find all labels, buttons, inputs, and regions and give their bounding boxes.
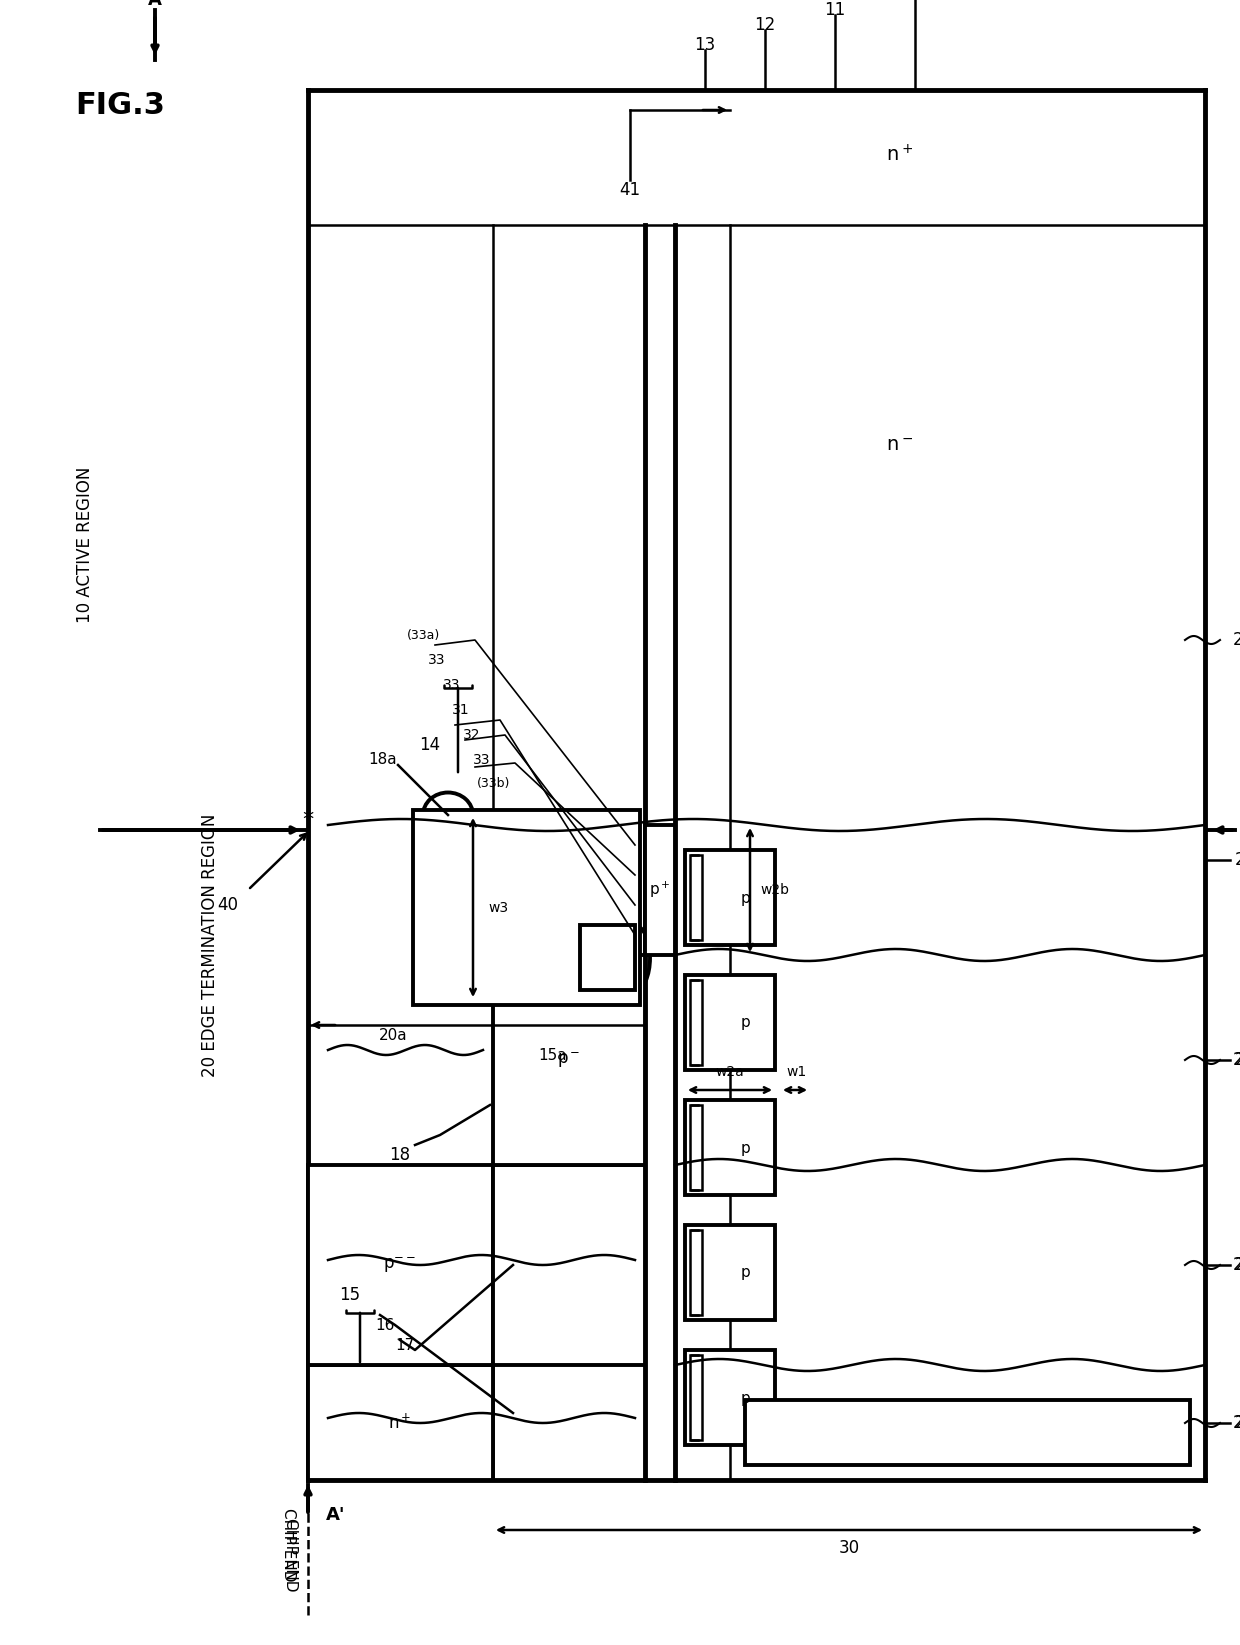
Text: A: A <box>148 0 162 8</box>
Text: 30: 30 <box>838 1540 859 1558</box>
Text: 33: 33 <box>443 678 460 693</box>
Text: p$^{--}$: p$^{--}$ <box>383 1255 417 1275</box>
Text: 11: 11 <box>825 2 846 20</box>
Bar <box>580 924 635 990</box>
Text: 33: 33 <box>472 753 490 767</box>
Text: 20a: 20a <box>378 1028 407 1043</box>
Bar <box>308 1365 494 1480</box>
Bar <box>684 1101 775 1194</box>
Text: w2a: w2a <box>715 1064 744 1079</box>
Text: 21: 21 <box>1235 850 1240 869</box>
Text: 12: 12 <box>754 16 776 35</box>
Text: p$^+$: p$^+$ <box>650 880 671 900</box>
Text: (33b): (33b) <box>476 776 510 790</box>
Text: (33a): (33a) <box>407 628 440 642</box>
Bar <box>494 1165 645 1365</box>
Bar <box>689 980 702 1064</box>
Bar <box>689 1230 702 1314</box>
Text: 18a: 18a <box>368 752 397 768</box>
Text: 23: 23 <box>1233 1257 1240 1273</box>
Bar <box>684 975 775 1069</box>
Text: p$^-$: p$^-$ <box>557 1050 580 1069</box>
Bar <box>745 1400 1190 1466</box>
Text: p: p <box>740 890 750 905</box>
Text: 33: 33 <box>428 653 445 666</box>
Bar <box>689 855 702 939</box>
Text: 16: 16 <box>376 1318 394 1332</box>
Bar <box>684 1226 775 1319</box>
Text: 22: 22 <box>1235 1051 1240 1069</box>
Bar <box>689 1355 702 1439</box>
Text: 10 ACTIVE REGION: 10 ACTIVE REGION <box>76 467 94 623</box>
Bar <box>689 1105 702 1189</box>
Text: 32: 32 <box>463 729 480 742</box>
Text: 19: 19 <box>904 0 925 3</box>
Text: n$^-$: n$^-$ <box>887 436 914 454</box>
Text: w2b: w2b <box>760 883 790 897</box>
Text: CHIP END: CHIP END <box>283 1518 298 1592</box>
Text: w3: w3 <box>487 901 508 915</box>
Text: 21: 21 <box>1233 632 1240 650</box>
Text: n$^+$: n$^+$ <box>887 145 914 166</box>
Text: 23: 23 <box>1235 1257 1240 1273</box>
Text: 41: 41 <box>620 181 641 199</box>
Bar <box>684 850 775 944</box>
Text: p: p <box>740 1265 750 1280</box>
Text: FIG.3: FIG.3 <box>74 90 165 120</box>
Text: p: p <box>740 1015 750 1030</box>
Text: 31: 31 <box>453 702 470 717</box>
Text: 18: 18 <box>389 1147 410 1165</box>
Text: 15: 15 <box>340 1286 361 1304</box>
Text: CHIP END: CHIP END <box>280 1508 295 1582</box>
Bar <box>308 1165 494 1365</box>
Text: 24: 24 <box>1233 1415 1240 1433</box>
Text: *: * <box>303 809 314 831</box>
Text: 20 EDGE TERMINATION REGION: 20 EDGE TERMINATION REGION <box>201 813 219 1077</box>
Bar <box>645 826 675 956</box>
Text: n$^+$: n$^+$ <box>388 1413 412 1433</box>
Text: 40: 40 <box>217 897 238 915</box>
Text: 15a: 15a <box>538 1048 568 1063</box>
Text: 14: 14 <box>419 735 440 753</box>
Text: w1: w1 <box>787 1064 807 1079</box>
Text: 13: 13 <box>694 36 715 54</box>
Text: 22: 22 <box>1233 1051 1240 1069</box>
Bar <box>413 809 640 1005</box>
Text: A': A' <box>326 1507 346 1523</box>
Text: 17: 17 <box>396 1337 414 1352</box>
Bar <box>684 1351 775 1444</box>
Text: 24: 24 <box>1235 1415 1240 1433</box>
Text: p: p <box>740 1140 750 1155</box>
Text: p: p <box>740 1390 750 1405</box>
Bar <box>494 956 645 1165</box>
